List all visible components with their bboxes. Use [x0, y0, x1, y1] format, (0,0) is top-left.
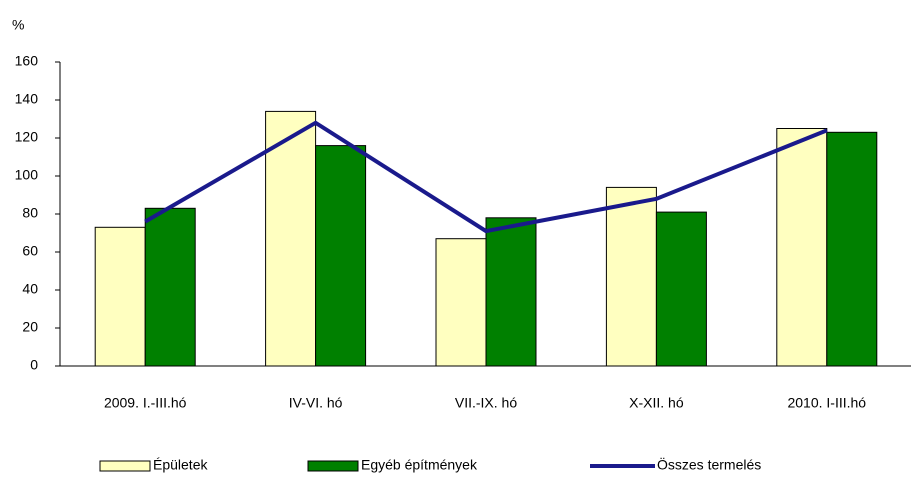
x-tick-label: X-XII. hó — [629, 395, 684, 411]
legend-label: Egyéb építmények — [361, 457, 478, 473]
y-tick-label: 60 — [22, 243, 38, 259]
y-tick-label: 140 — [15, 91, 39, 107]
bar — [144, 207, 196, 367]
y-tick-label: 80 — [22, 205, 38, 221]
legend-label: Épületek — [153, 457, 208, 473]
y-tick-label: 160 — [15, 53, 39, 69]
bar — [435, 238, 487, 367]
x-tick-label: IV-VI. hó — [289, 395, 343, 411]
legend-label: Összes termelés — [657, 456, 761, 473]
bar — [94, 226, 146, 367]
x-tick-label: VII.-IX. hó — [455, 395, 517, 411]
bar — [485, 217, 537, 367]
y-tick-label: 40 — [22, 281, 38, 297]
x-tick-label: 2010. I-III.hó — [787, 395, 866, 411]
legend-swatch — [99, 460, 151, 472]
x-tick-label: 2009. I.-III.hó — [104, 395, 187, 411]
bar — [776, 128, 828, 367]
legend-swatch — [307, 460, 359, 472]
bar — [315, 145, 367, 367]
bar — [265, 110, 317, 367]
y-axis-label: % — [12, 17, 24, 33]
bar — [826, 131, 878, 367]
line — [144, 120, 828, 234]
y-tick-label: 0 — [30, 357, 38, 373]
bar — [605, 186, 657, 367]
bar — [655, 211, 707, 367]
y-tick-label: 100 — [15, 167, 39, 183]
y-tick-label: 20 — [22, 319, 38, 335]
y-tick-label: 120 — [15, 129, 39, 145]
